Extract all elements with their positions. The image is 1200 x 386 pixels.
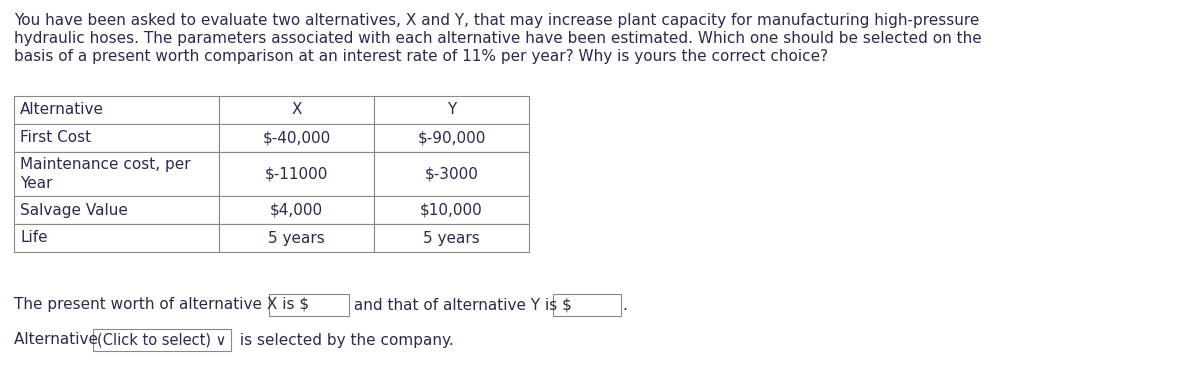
Text: Life: Life xyxy=(20,230,48,245)
Bar xyxy=(374,152,529,196)
Text: Salvage Value: Salvage Value xyxy=(20,203,128,217)
Text: $-90,000: $-90,000 xyxy=(418,130,486,146)
Text: X: X xyxy=(292,103,301,117)
Text: $-11000: $-11000 xyxy=(265,166,328,181)
Text: Alternative: Alternative xyxy=(14,332,103,347)
Text: $-40,000: $-40,000 xyxy=(263,130,331,146)
Bar xyxy=(14,224,220,252)
Text: hydraulic hoses. The parameters associated with each alternative have been estim: hydraulic hoses. The parameters associat… xyxy=(14,32,982,46)
Text: $-3000: $-3000 xyxy=(425,166,479,181)
Text: 5 years: 5 years xyxy=(268,230,325,245)
Text: 5 years: 5 years xyxy=(424,230,480,245)
Text: .: . xyxy=(623,298,628,313)
Text: $4,000: $4,000 xyxy=(270,203,323,217)
Bar xyxy=(270,294,349,316)
Bar xyxy=(14,196,220,224)
Text: is selected by the company.: is selected by the company. xyxy=(235,332,454,347)
Text: First Cost: First Cost xyxy=(20,130,91,146)
Text: (Click to select) ∨: (Click to select) ∨ xyxy=(97,332,227,347)
Bar xyxy=(92,329,230,351)
Text: $10,000: $10,000 xyxy=(420,203,482,217)
Bar xyxy=(220,196,374,224)
Text: The present worth of alternative X is $: The present worth of alternative X is $ xyxy=(14,298,310,313)
Text: You have been asked to evaluate two alternatives, X and Y, that may increase pla: You have been asked to evaluate two alte… xyxy=(14,14,979,29)
Text: and that of alternative Y is $: and that of alternative Y is $ xyxy=(349,298,572,313)
Bar xyxy=(552,294,620,316)
Bar xyxy=(14,96,220,124)
Text: Y: Y xyxy=(446,103,456,117)
Text: Alternative: Alternative xyxy=(20,103,104,117)
Bar xyxy=(374,196,529,224)
Bar xyxy=(220,124,374,152)
Bar xyxy=(374,96,529,124)
Bar xyxy=(220,96,374,124)
Text: basis of a present worth comparison at an interest rate of 11% per year? Why is : basis of a present worth comparison at a… xyxy=(14,49,828,64)
Bar xyxy=(374,124,529,152)
Bar xyxy=(14,124,220,152)
Text: Maintenance cost, per
Year: Maintenance cost, per Year xyxy=(20,157,191,191)
Bar xyxy=(220,224,374,252)
Bar xyxy=(220,152,374,196)
Bar xyxy=(374,224,529,252)
Bar xyxy=(14,152,220,196)
